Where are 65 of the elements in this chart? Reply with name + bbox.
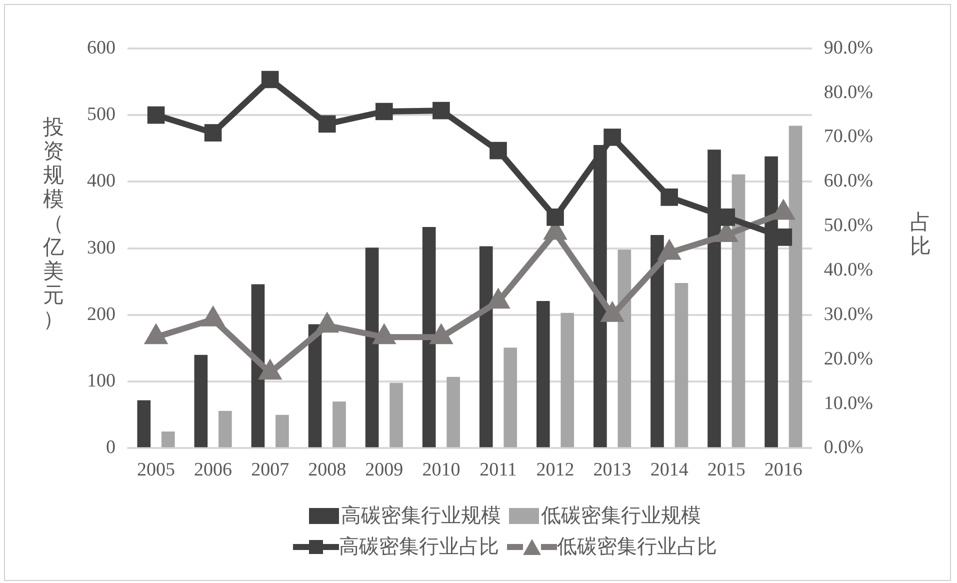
bar bbox=[618, 250, 632, 448]
y2-tick-label: 20.0% bbox=[824, 348, 874, 370]
bar bbox=[308, 324, 322, 448]
point bbox=[147, 106, 165, 124]
bar bbox=[422, 226, 436, 448]
x-tick-label: 2008 bbox=[308, 460, 346, 481]
y2-tick-label: 40.0% bbox=[824, 259, 874, 280]
bar bbox=[332, 402, 346, 448]
bar bbox=[390, 382, 403, 448]
bar bbox=[161, 432, 175, 448]
point bbox=[318, 115, 336, 133]
point bbox=[604, 128, 621, 146]
point bbox=[204, 124, 222, 142]
x-tick-label: 2012 bbox=[536, 460, 574, 481]
y2-tick-label: 50.0% bbox=[824, 215, 874, 236]
bar bbox=[446, 376, 460, 448]
y2-tick-label: 70.0% bbox=[824, 126, 874, 148]
legend-label: 低碳密集行业规模 bbox=[541, 504, 701, 529]
y2-tick-label: 10.0% bbox=[824, 392, 874, 414]
bar bbox=[251, 284, 265, 448]
y2-tick-label: 60.0% bbox=[824, 170, 874, 192]
x-tick-label: 2013 bbox=[593, 460, 632, 481]
x-tick-label: 2005 bbox=[137, 460, 176, 481]
legend-label: 高碳密集行业占比 bbox=[339, 535, 499, 560]
x-tick-label: 2014 bbox=[650, 460, 689, 481]
text: 投资规模（亿美元） bbox=[43, 115, 64, 331]
bar bbox=[276, 414, 289, 448]
point bbox=[261, 70, 279, 88]
y2-tick-label: 30.0% bbox=[824, 304, 874, 325]
y-tick-label: 0 bbox=[106, 437, 116, 458]
x-tick-label: 2010 bbox=[422, 460, 460, 481]
bar bbox=[365, 248, 379, 448]
bar bbox=[218, 410, 232, 448]
x-tick-label: 2016 bbox=[764, 460, 802, 481]
x-tick-label: 2007 bbox=[251, 460, 290, 481]
x-tick-label: 2015 bbox=[707, 460, 746, 481]
y-tick-label: 400 bbox=[87, 170, 116, 192]
y2-tick-label: 0.0% bbox=[824, 437, 864, 458]
x-tick-label: 2011 bbox=[480, 460, 517, 481]
bar bbox=[650, 234, 664, 448]
legend-label: 低碳密集行业占比 bbox=[557, 535, 717, 560]
y-tick-label: 500 bbox=[87, 104, 116, 126]
bar bbox=[732, 174, 746, 448]
point bbox=[432, 102, 450, 120]
bar bbox=[137, 400, 151, 448]
y-tick-label: 300 bbox=[87, 237, 116, 258]
x-tick-label: 2009 bbox=[365, 460, 404, 481]
bar bbox=[674, 282, 688, 448]
y2-tick-label: 80.0% bbox=[824, 82, 874, 103]
bar bbox=[479, 246, 493, 448]
point bbox=[376, 102, 393, 120]
y2-tick-label: 90.0% bbox=[824, 37, 874, 58]
bar bbox=[560, 312, 574, 448]
bar bbox=[788, 126, 802, 448]
y-tick-label: 200 bbox=[87, 304, 116, 325]
y-tick-label: 600 bbox=[87, 37, 116, 58]
y2-axis-title: 占比 bbox=[910, 210, 932, 258]
x-tick-label: 2006 bbox=[194, 460, 232, 481]
point bbox=[490, 142, 507, 160]
point bbox=[660, 188, 678, 206]
bar bbox=[194, 354, 208, 448]
legend-label: 高碳密集行业规模 bbox=[341, 504, 501, 529]
bar bbox=[504, 348, 518, 448]
bar bbox=[536, 300, 550, 448]
y-tick-label: 100 bbox=[87, 370, 116, 392]
